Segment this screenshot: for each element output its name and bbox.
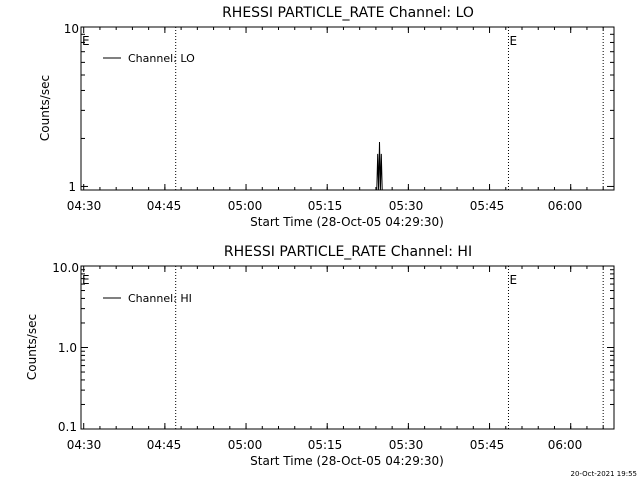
chart-lo-legend: Channel: LO bbox=[103, 52, 195, 65]
chart-lo-x-tick-label: 04:30 bbox=[67, 199, 102, 213]
chart-lo-x-tick-label: 06:00 bbox=[548, 199, 583, 213]
event-flag: E bbox=[509, 273, 517, 287]
chart-lo-x-tick-label: 04:45 bbox=[147, 199, 182, 213]
chart-hi-x-tick-label: 06:00 bbox=[548, 438, 583, 452]
chart-lo-x-ticks: 04:30 04:45 05:00 05:15 05:30 05:45 06:0… bbox=[67, 199, 583, 213]
chart-lo-minor-ticks bbox=[81, 26, 614, 190]
chart-hi-y-tick-label: 10.0 bbox=[52, 261, 79, 275]
chart-hi-y-tick-label: 0.1 bbox=[58, 420, 77, 434]
chart-lo-ylabel: Counts/sec bbox=[38, 75, 52, 141]
chart-lo-x-tick-label: 05:00 bbox=[228, 199, 263, 213]
chart-lo-y-ticks: 1 10 bbox=[64, 22, 79, 194]
chart-hi-legend-label: Channel: HI bbox=[128, 292, 192, 305]
chart-hi-x-tick-label: 04:45 bbox=[147, 438, 182, 452]
chart-hi-x-tick-label: 05:45 bbox=[470, 438, 505, 452]
chart-hi-y-ticks: 0.1 1.0 10.0 bbox=[52, 261, 79, 434]
chart-hi-x-tick-label: 05:00 bbox=[228, 438, 263, 452]
chart-lo-legend-label: Channel: LO bbox=[128, 52, 195, 65]
chart-lo: RHESSI PARTICLE_RATE Channel: LO Counts/… bbox=[38, 5, 615, 229]
series-line bbox=[376, 141, 383, 191]
event-flag: E bbox=[82, 273, 90, 287]
chart-lo-x-tick-label: 05:45 bbox=[470, 199, 505, 213]
event-flag: E bbox=[509, 34, 517, 48]
chart-lo-title: RHESSI PARTICLE_RATE Channel: LO bbox=[222, 5, 474, 21]
chart-hi-frame bbox=[80, 265, 615, 430]
chart-hi-x-ticks: 04:30 04:45 05:00 05:15 05:30 05:45 06:0… bbox=[67, 438, 583, 452]
chart-lo-xlabel: Start Time (28-Oct-05 04:29:30) bbox=[250, 215, 444, 229]
chart-hi-x-tick-label: 05:15 bbox=[308, 438, 343, 452]
chart-lo-y-tick-label: 10 bbox=[64, 22, 79, 36]
chart-lo-series-layer bbox=[376, 141, 383, 191]
chart-hi-legend: Channel: HI bbox=[103, 292, 192, 305]
chart-hi-minor-ticks bbox=[81, 265, 614, 430]
chart-lo-x-tick-label: 05:15 bbox=[308, 199, 343, 213]
chart-hi-ylabel: Counts/sec bbox=[25, 314, 39, 380]
chart-hi: RHESSI PARTICLE_RATE Channel: HI Counts/… bbox=[25, 244, 615, 468]
event-flag: E bbox=[82, 34, 90, 48]
chart-lo-y-tick-label: 1 bbox=[68, 180, 76, 194]
chart-hi-xlabel: Start Time (28-Oct-05 04:29:30) bbox=[250, 454, 444, 468]
chart-hi-x-tick-label: 04:30 bbox=[67, 438, 102, 452]
chart-lo-frame bbox=[80, 26, 615, 191]
chart-hi-title: RHESSI PARTICLE_RATE Channel: HI bbox=[224, 244, 472, 260]
footer-timestamp: 20-Oct-2021 19:55 bbox=[571, 470, 637, 478]
chart-hi-x-tick-label: 05:30 bbox=[389, 438, 424, 452]
chart-lo-x-tick-label: 05:30 bbox=[389, 199, 424, 213]
chart-hi-y-tick-label: 1.0 bbox=[58, 341, 77, 355]
